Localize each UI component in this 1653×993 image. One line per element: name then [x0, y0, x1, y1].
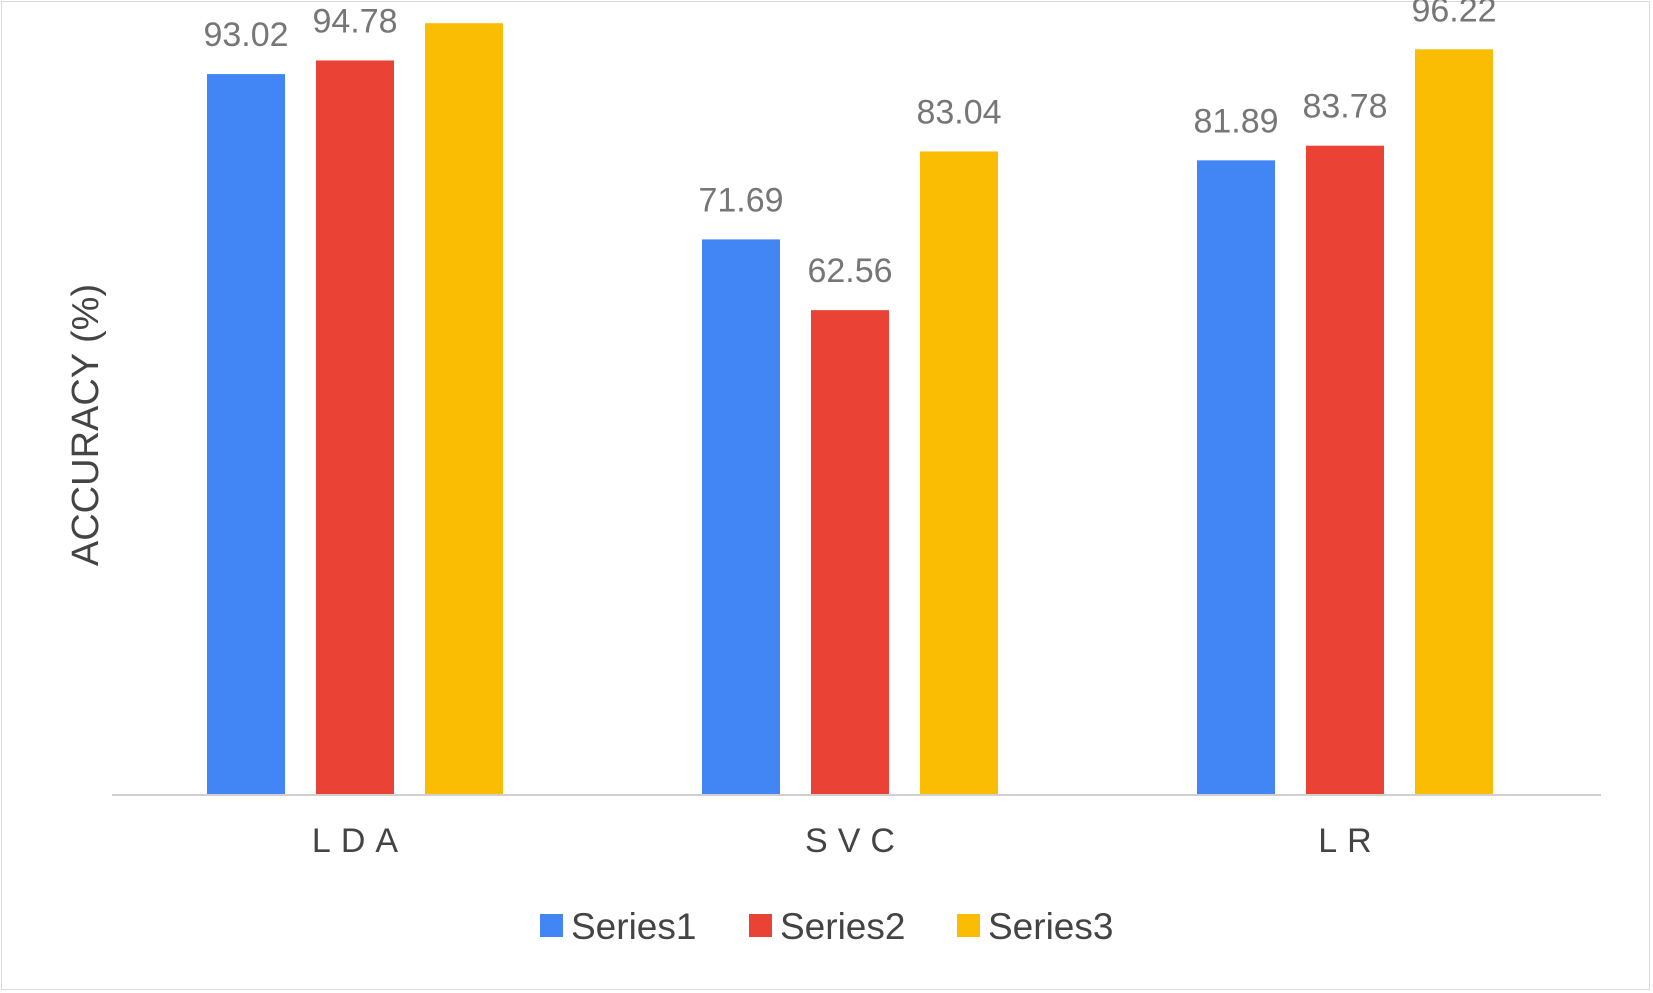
- bar-lda-series1: [207, 74, 285, 796]
- bar-lda-series3: [425, 23, 503, 796]
- data-label-lda-series3: 99.59: [421, 0, 506, 3]
- data-label-svc-series2: 62.56: [807, 252, 892, 290]
- bar-svc-series2: [811, 310, 889, 795]
- x-tick-label-svc: SVC: [805, 822, 905, 860]
- bar-svc-series1: [702, 239, 780, 796]
- data-label-svc-series1: 71.69: [698, 181, 783, 219]
- x-tick-label-lda: LDA: [312, 822, 408, 860]
- legend: Series1 Series2 Series3: [540, 906, 1113, 947]
- y-axis-title: ACCURACY (%): [65, 284, 107, 566]
- legend-swatch-series3: [957, 914, 980, 937]
- legend-label-series2: Series2: [780, 906, 905, 947]
- data-label-lda-series1: 93.02: [203, 16, 288, 54]
- bars-layer: [207, 23, 1493, 796]
- legend-label-series1: Series1: [571, 906, 696, 947]
- bar-svc-series3: [920, 151, 998, 795]
- bar-lr-series3: [1415, 49, 1493, 796]
- data-label-lr-series1: 81.89: [1193, 102, 1278, 140]
- data-label-lr-series3: 96.22: [1411, 0, 1496, 29]
- bar-lr-series2: [1306, 145, 1384, 795]
- x-tick-label-lr: LR: [1318, 822, 1381, 860]
- data-label-lda-series2: 94.78: [312, 2, 397, 40]
- data-labels-layer: 93.02 94.78 99.59 71.69 62.56 83.04 81.89 83.78…: [203, 0, 1496, 290]
- bar-lr-series1: [1197, 160, 1275, 796]
- legend-label-series3: Series3: [988, 906, 1113, 947]
- data-label-svc-series3: 83.04: [916, 93, 1001, 131]
- data-label-lr-series2: 83.78: [1302, 88, 1387, 126]
- x-tick-labels: LDA SVC LR: [312, 822, 1381, 860]
- legend-swatch-series2: [749, 914, 772, 937]
- bar-lda-series2: [316, 60, 394, 795]
- legend-swatch-series1: [540, 914, 563, 937]
